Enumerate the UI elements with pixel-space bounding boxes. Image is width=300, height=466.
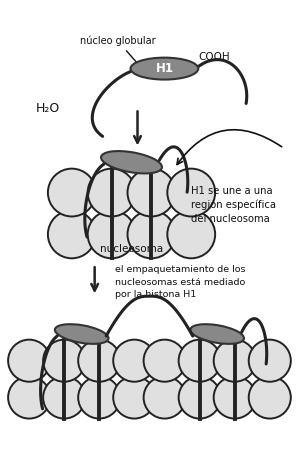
- Ellipse shape: [130, 58, 198, 80]
- Circle shape: [167, 211, 215, 258]
- Text: nucleosoma: nucleosoma: [100, 244, 163, 254]
- Text: H1 se une a una
región específica
del nucleosoma: H1 se une a una región específica del nu…: [191, 186, 276, 225]
- Circle shape: [78, 377, 120, 418]
- Text: núcleo globular: núcleo globular: [80, 35, 155, 70]
- Circle shape: [214, 340, 256, 382]
- Circle shape: [8, 340, 50, 382]
- FancyArrowPatch shape: [177, 130, 282, 164]
- Ellipse shape: [101, 151, 162, 173]
- Text: el empaquetamiento de los
nucleosomas está mediado
por la histona H1: el empaquetamiento de los nucleosomas es…: [115, 265, 245, 299]
- Text: H1: H1: [155, 62, 173, 75]
- Ellipse shape: [190, 324, 244, 344]
- Circle shape: [249, 340, 291, 382]
- Circle shape: [43, 377, 85, 418]
- Circle shape: [88, 211, 136, 258]
- Circle shape: [43, 340, 85, 382]
- Circle shape: [144, 377, 186, 418]
- Circle shape: [48, 211, 96, 258]
- Circle shape: [178, 340, 221, 382]
- Circle shape: [128, 211, 175, 258]
- Circle shape: [128, 169, 175, 217]
- Circle shape: [144, 340, 186, 382]
- Ellipse shape: [55, 324, 109, 344]
- Text: H₂O: H₂O: [36, 102, 60, 115]
- Circle shape: [78, 340, 120, 382]
- Circle shape: [113, 340, 155, 382]
- Circle shape: [48, 169, 96, 217]
- Circle shape: [178, 377, 221, 418]
- Text: COOH: COOH: [198, 52, 230, 62]
- Circle shape: [214, 377, 256, 418]
- Circle shape: [8, 377, 50, 418]
- Circle shape: [88, 169, 136, 217]
- Circle shape: [167, 169, 215, 217]
- Circle shape: [249, 377, 291, 418]
- Circle shape: [113, 377, 155, 418]
